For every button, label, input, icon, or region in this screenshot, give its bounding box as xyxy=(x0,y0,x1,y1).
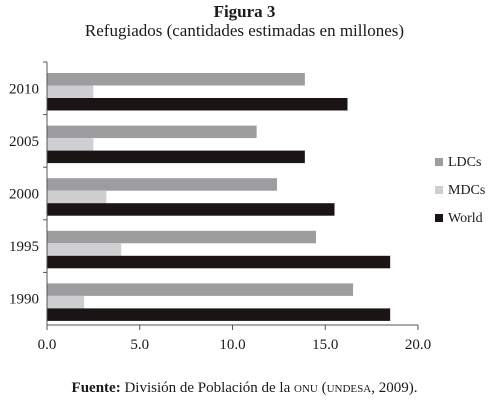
figure-label: Figura 3 xyxy=(213,2,276,21)
bar-ldcs-2000 xyxy=(47,178,278,191)
bar-mdcs-1990 xyxy=(47,295,85,309)
caption-org2: undesa xyxy=(326,380,372,396)
y-tick-label: 2000 xyxy=(9,187,39,203)
x-tick-label: 20.0 xyxy=(405,337,431,353)
legend-swatch-mdcs xyxy=(435,186,443,194)
bar-world-1995 xyxy=(47,255,391,269)
y-tick-label: 2010 xyxy=(9,81,39,97)
bar-ldcs-2005 xyxy=(47,125,257,139)
caption-text: División de Población de la xyxy=(124,380,291,396)
y-tick-label: 2005 xyxy=(9,134,39,150)
caption-org: onu xyxy=(294,380,318,396)
caption-tail: , 2009). xyxy=(371,380,418,396)
caption-lead: Fuente: xyxy=(71,380,121,396)
x-tick-label: 15.0 xyxy=(312,337,338,353)
bar-mdcs-2000 xyxy=(47,190,107,204)
legend-label-ldcs: LDCs xyxy=(448,155,481,170)
x-tick-label: 0.0 xyxy=(38,337,57,353)
x-tick-label: 5.0 xyxy=(130,337,149,353)
bar-world-1990 xyxy=(47,308,391,321)
legend-label-world: World xyxy=(448,211,483,226)
legend-swatch-ldcs xyxy=(435,158,443,166)
legend-swatch-world xyxy=(435,214,443,222)
bar-ldcs-2010 xyxy=(47,73,305,86)
source-caption: Fuente: División de Población de la onu … xyxy=(0,380,489,397)
y-tick-label: 1995 xyxy=(9,239,39,255)
bar-mdcs-1995 xyxy=(47,243,122,256)
bar-mdcs-2010 xyxy=(47,85,94,98)
bar-mdcs-2005 xyxy=(47,138,94,151)
chart-title: Refugiados (cantidades estimadas en mill… xyxy=(84,21,405,40)
bar-world-2000 xyxy=(47,203,335,216)
bar-ldcs-1995 xyxy=(47,230,316,244)
bar-world-2010 xyxy=(47,98,348,111)
caption-paren: ( xyxy=(321,380,327,396)
legend-label-mdcs: MDCs xyxy=(448,183,485,198)
y-tick-label: 1990 xyxy=(9,292,39,308)
bar-world-2005 xyxy=(47,150,305,164)
bar-ldcs-1990 xyxy=(47,283,354,296)
x-tick-label: 10.0 xyxy=(219,337,245,353)
